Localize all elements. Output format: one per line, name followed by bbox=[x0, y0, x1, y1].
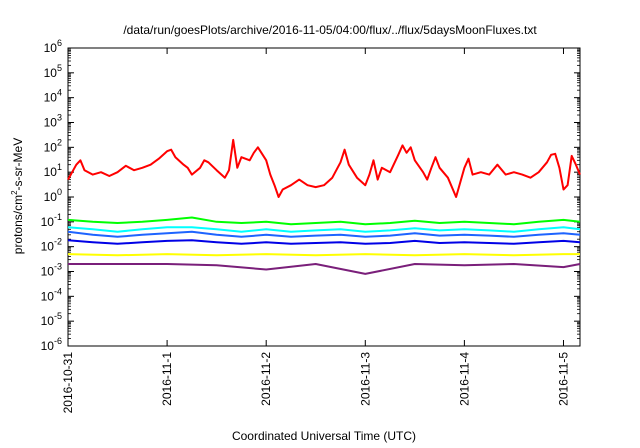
x-tick-label: 2016-11-3 bbox=[358, 352, 372, 406]
y-tick-label: 100 bbox=[44, 187, 62, 204]
y-tick-label: 10-3 bbox=[41, 262, 62, 279]
chart-title: /data/run/goesPlots/archive/2016-11-05/0… bbox=[123, 23, 537, 37]
series-line-2 bbox=[67, 216, 581, 226]
y-tick-label: 102 bbox=[44, 137, 62, 154]
y-tick-label: 10-4 bbox=[41, 286, 62, 303]
series-layer bbox=[67, 138, 581, 275]
x-axis-ticks: 2016-10-31 2016-11-1 2016-11-2 2016-11-3 201… bbox=[61, 48, 570, 413]
y-axis-label-base: protons/cm bbox=[11, 195, 25, 254]
series-line-1 bbox=[67, 138, 581, 198]
series-line-4 bbox=[67, 230, 581, 238]
x-tick-label: 2016-10-31 bbox=[61, 352, 75, 414]
x-axis-label: Coordinated Universal Time (UTC) bbox=[232, 429, 416, 443]
y-tick-label: 106 bbox=[44, 38, 62, 55]
y-tick-label: 10-6 bbox=[41, 336, 62, 353]
y-axis-label-sup: 2 bbox=[10, 190, 19, 195]
plot-frame bbox=[67, 47, 581, 347]
x-tick-label: 2016-11-4 bbox=[457, 352, 471, 406]
series-line-6 bbox=[67, 253, 580, 257]
y-axis-label: protons/cm2-s-sr-MeV bbox=[10, 138, 25, 254]
x-tick-label: 2016-11-2 bbox=[259, 352, 273, 406]
y-tick-label: 10-2 bbox=[41, 237, 62, 254]
y-tick-label: 105 bbox=[44, 63, 62, 80]
y-axis-label-rest: -s-sr-MeV bbox=[11, 138, 25, 191]
y-tick-label: 103 bbox=[44, 113, 62, 130]
y-tick-label: 104 bbox=[44, 88, 62, 105]
x-tick-label: 2016-11-5 bbox=[556, 352, 570, 406]
series-line-5 bbox=[67, 239, 581, 245]
series-line-7 bbox=[68, 263, 581, 275]
series-line-3 bbox=[67, 226, 581, 233]
y-tick-label: 101 bbox=[44, 162, 62, 179]
x-tick-label: 2016-11-1 bbox=[160, 352, 174, 406]
y-tick-label: 10-1 bbox=[41, 212, 62, 229]
y-tick-label: 10-5 bbox=[41, 311, 62, 328]
y-axis-ticks: 10-6 10-5 10-4 10-3 10-2 10-1 100 101 102 103 104 1… bbox=[41, 38, 580, 353]
